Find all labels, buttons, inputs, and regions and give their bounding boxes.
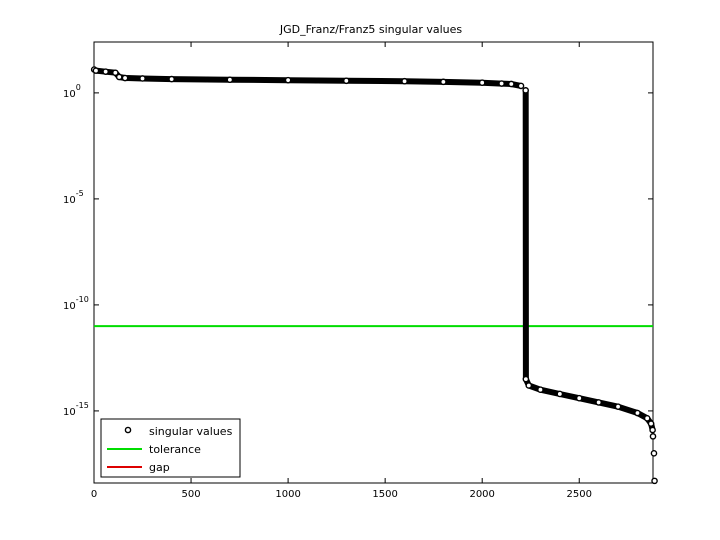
singular-value-point (498, 80, 505, 87)
x-tick-label: 0 (91, 489, 97, 500)
singular-value-point (508, 80, 515, 88)
singular-value-point (102, 68, 109, 75)
singular-value-point (168, 75, 175, 83)
singular-value-point (121, 74, 129, 82)
legend-label-tolerance: tolerance (149, 443, 201, 456)
axes-box (93, 41, 654, 484)
y-tick-label: 10-5 (63, 189, 84, 206)
chart-title: JGD_Franz/Franz5 singular values (279, 23, 463, 36)
singular-value-point (649, 426, 656, 434)
singular-value-point (575, 394, 583, 402)
singular-value-point (343, 77, 350, 85)
singular-value-point (226, 76, 234, 84)
x-tick-label: 2000 (469, 489, 494, 500)
singular-value-point (650, 450, 658, 457)
y-axis-ticks: 100 10-5 10-10 10-15 (63, 83, 653, 418)
singular-value-point (139, 75, 146, 82)
singular-value-point (614, 403, 622, 410)
singular-value-point (115, 73, 123, 81)
singular-value-point (651, 477, 658, 485)
y-tick-label: 10-10 (63, 295, 89, 312)
singular-value-point (478, 79, 486, 87)
singular-value-point (556, 390, 564, 398)
singular-value-point (649, 433, 657, 440)
singular-value-point (517, 82, 525, 90)
singular-value-point (522, 375, 530, 383)
singular-value-point (92, 67, 100, 74)
singular-values-series (90, 66, 658, 485)
legend: singular values tolerance gap (100, 418, 241, 478)
y-tick-label: 100 (63, 83, 81, 100)
singular-value-point (643, 415, 651, 422)
legend-marker-singular-values (124, 426, 132, 434)
legend-label-singular-values: singular values (149, 425, 233, 438)
axes-frame (93, 41, 654, 484)
x-tick-label: 2500 (567, 489, 592, 500)
singular-value-point (112, 69, 119, 77)
singular-value-point (522, 87, 529, 94)
x-tick-label: 1000 (275, 489, 300, 500)
singular-value-point (440, 78, 447, 86)
x-tick-label: 1500 (372, 489, 397, 500)
singular-value-point (525, 382, 533, 389)
y-tick-label: 10-15 (63, 401, 89, 418)
singular-value-point (595, 399, 602, 406)
singular-value-point (401, 77, 408, 85)
singular-value-point (647, 420, 655, 427)
singular-value-point (537, 386, 544, 394)
singular-value-point (634, 409, 641, 417)
singular-value-point (284, 76, 292, 84)
legend-label-gap: gap (149, 461, 170, 474)
x-tick-label: 500 (182, 489, 201, 500)
x-axis-ticks: 0 500 1000 1500 2000 2500 (91, 42, 592, 500)
